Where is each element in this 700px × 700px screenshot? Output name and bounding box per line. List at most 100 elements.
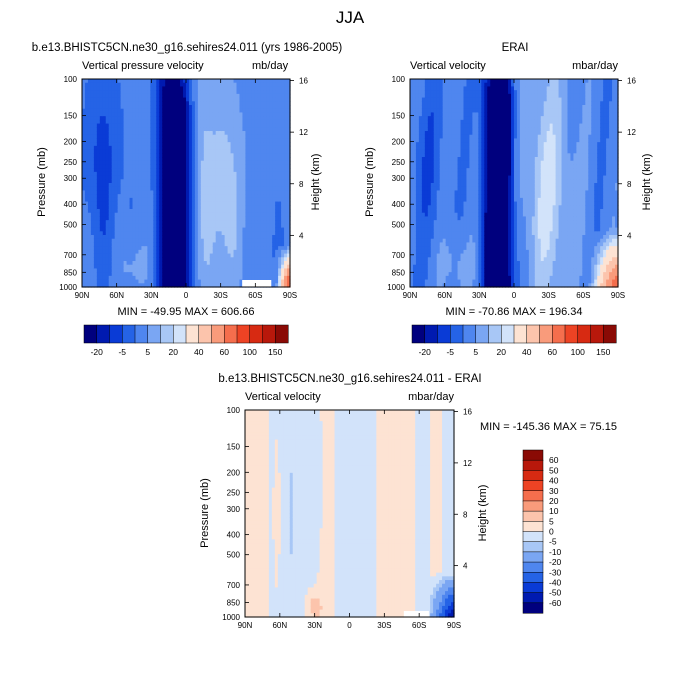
x-tick-label: 60S [412,621,426,630]
y2-tick-label: 12 [463,459,472,468]
colorbar-swatch [411,324,426,344]
x-tick-label: 0 [512,291,517,300]
y-tick-label: 700 [227,581,241,590]
colorbar-swatch [522,582,544,594]
colorbar-swatch [122,324,136,344]
y-tick-label: 1000 [59,283,77,292]
colorbar-swatch [552,324,566,344]
colorbar-label: 40 [522,347,532,357]
colorbar-label: -5 [446,347,454,357]
colorbar-swatch [198,324,213,344]
y2-tick-label: 16 [299,77,308,86]
colorbar-swatch [522,521,544,533]
panel-3-missing [403,611,429,617]
panel-1-stats: MIN = -49.95 MAX = 606.66 [117,306,255,318]
colorbar-swatch [275,324,289,344]
colorbar-swatch [249,324,264,344]
x-tick-label: 60S [576,291,590,300]
colorbar-swatch [513,324,528,344]
y-tick-label: 250 [392,158,406,167]
y-tick-label: 400 [392,200,406,209]
panel-1-right-label: mb/day [252,60,289,72]
colorbar-label: 30 [549,486,559,496]
x-tick-label: 90S [283,291,297,300]
colorbar-swatch [522,541,544,553]
colorbar-swatch [522,500,544,512]
colorbar-swatch [522,602,544,614]
colorbar-swatch [522,572,544,583]
colorbar-label: -60 [549,598,562,608]
colorbar-label: 100 [571,347,585,357]
y-tick-label: 250 [227,488,241,497]
panel-2-title: ERAI [501,42,529,54]
x-tick-label: 60S [248,291,262,300]
y-tick-label: 300 [227,505,241,514]
colorbar-swatch [173,324,187,344]
panel-2-field [410,79,619,288]
colorbar-label: -50 [549,588,562,598]
colorbar-label: 10 [549,506,559,516]
colorbar-label: 60 [548,347,558,357]
x-tick-label: 90N [75,291,90,300]
y2-tick-label: 16 [463,408,472,417]
y2-tick-label: 12 [627,128,636,137]
colorbar-swatch [501,324,515,344]
colorbar-swatch [522,561,544,573]
x-tick-label: 30N [307,621,322,630]
panel-3-stats: MIN = -145.36 MAX = 75.15 [480,421,617,433]
y-tick-label: 500 [392,220,406,229]
colorbar-swatch [526,324,541,344]
colorbar-swatch [224,324,238,344]
x-tick-label: 30S [542,291,556,300]
y-tick-label: 300 [392,174,406,183]
colorbar-swatch [236,324,251,344]
colorbar-label: -30 [549,567,562,577]
y-tick-label: 200 [64,138,78,147]
colorbar-swatch [185,324,200,344]
x-tick-label: 0 [347,621,352,630]
panel-2-left-label: Vertical velocity [410,60,486,72]
y-tick-label: 150 [227,442,241,451]
colorbar-label: 0 [549,527,554,537]
colorbar-label: 20 [549,496,559,506]
x-tick-label: 90S [447,621,461,630]
y-tick-label: 500 [64,220,78,229]
colorbar-label: 5 [473,347,478,357]
colorbar-swatch [450,324,464,344]
y-tick-label: 400 [227,531,241,540]
colorbar-label: 40 [549,476,559,486]
y-tick-label: 700 [392,251,406,260]
x-tick-label: 90N [238,621,253,630]
colorbar-swatch [134,324,149,344]
colorbar-swatch [522,470,544,482]
y2-tick-label: 8 [627,180,632,189]
colorbar-swatch [590,324,604,344]
colorbar-label: 20 [497,347,507,357]
x-tick-label: 30S [377,621,391,630]
x-tick-label: 30N [472,291,487,300]
colorbar-swatch [211,324,225,344]
colorbar-label: -20 [549,557,562,567]
colorbar-swatch [109,324,123,344]
y-tick-label: 250 [64,158,78,167]
colorbar-label: -20 [91,347,104,357]
colorbar-swatch [522,551,544,563]
colorbar-swatch [522,592,544,604]
colorbar-swatch [96,324,111,344]
colorbar-label: -10 [549,547,562,557]
colorbar-swatch [564,324,579,344]
panel-3-field [245,410,455,618]
x-tick-label: 30S [214,291,228,300]
colorbar-swatch [147,324,162,344]
colorbar-swatch [83,324,98,344]
colorbar-label: -40 [549,577,562,587]
panel-1-field [82,79,291,288]
main-title: JJA [335,8,365,27]
y-tick-label: 400 [64,200,78,209]
colorbar-label: 60 [549,455,559,465]
colorbar-swatch [577,324,592,344]
colorbar-swatch [437,324,451,344]
y2-tick-label: 16 [627,77,636,86]
panel-1-left-label: Vertical pressure velocity [82,60,204,72]
